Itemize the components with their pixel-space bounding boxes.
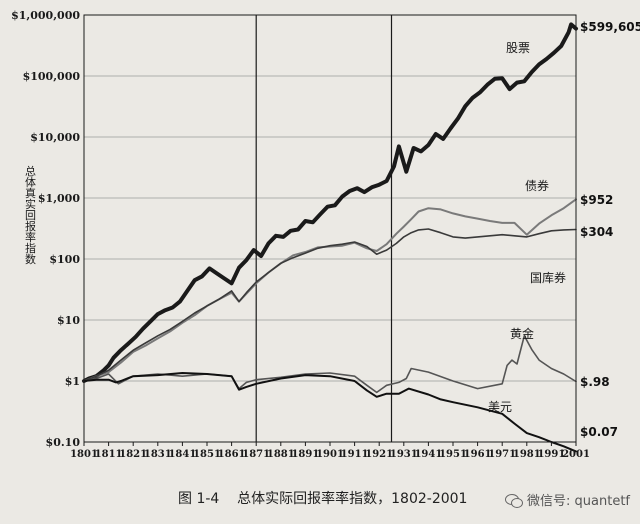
series-line-债券: [83, 198, 577, 382]
series-end-value: $.98: [580, 375, 610, 389]
series-name-label: 股票: [506, 41, 530, 55]
x-tick-label: 1871: [242, 449, 270, 460]
series-end-value: $599,605: [580, 20, 640, 34]
x-tick-label: 1831: [144, 449, 172, 460]
y-axis-label: 总体真实回报率指数: [24, 164, 37, 265]
x-tick-label: 1971: [488, 449, 516, 460]
y-tick-label: $10: [57, 314, 80, 327]
x-tick-label: 1931: [390, 449, 418, 460]
series-line-美元: [83, 372, 577, 453]
y-tick-label: $1,000: [38, 192, 80, 205]
y-tick-label: $100,000: [23, 70, 81, 83]
x-tick-label: 1921: [365, 449, 393, 460]
x-tick-label: 1851: [193, 449, 221, 460]
series-name-label: 美元: [488, 400, 512, 414]
series-line-股票: [82, 22, 578, 383]
x-tick-label: 1911: [341, 449, 369, 460]
x-tick-label: 1811: [95, 449, 123, 460]
y-tick-label: $100: [49, 253, 80, 266]
series-name-label: 国库券: [530, 270, 566, 285]
series-line-国库券: [83, 228, 577, 382]
series-end-value: $304: [580, 225, 613, 239]
x-tick-label: 1861: [218, 449, 246, 460]
x-tick-label: 1991: [537, 449, 565, 460]
x-tick-label: 1981: [513, 449, 541, 460]
wechat-icon: [505, 493, 524, 508]
wechat-watermark: 微信号: quantetf: [505, 490, 630, 509]
figure-title: 总体实际回报率率指数，1802-2001: [237, 491, 468, 507]
x-tick-label: 1821: [119, 449, 147, 460]
x-tick-label: 2001: [562, 449, 590, 460]
era-divider-lines: [255, 15, 393, 442]
y-tick-label: $0.10: [46, 436, 81, 449]
x-tick-label: 1941: [414, 449, 442, 460]
x-tick-label: 1881: [267, 449, 295, 460]
series-end-value: $0.07: [580, 425, 618, 439]
series-name-label: 黄金: [510, 326, 534, 341]
x-tick-label: 1901: [316, 449, 344, 460]
series-end-value: $952: [580, 193, 613, 207]
y-tick-label: $1: [65, 375, 80, 388]
y-tick-label: $1,000,000: [11, 9, 80, 22]
grid-lines: [84, 75, 576, 443]
x-tick-label: 1951: [439, 449, 467, 460]
x-tick-label: 1961: [464, 449, 492, 460]
x-tick-label: 1801: [70, 449, 98, 460]
figure-number: 图 1-4: [178, 491, 220, 507]
series-line-黄金: [83, 335, 577, 394]
series-name-label: 债券: [525, 178, 549, 193]
x-tick-label: 1891: [291, 449, 319, 460]
series-lines: [82, 22, 578, 453]
figure-caption: 图 1-4 总体实际回报率率指数，1802-2001: [178, 488, 467, 508]
y-tick-label: $10,000: [30, 131, 80, 144]
axes: $0.10 $1 $10 $100 $1,000 $10,000 $100,000 $1,00…: [11, 9, 590, 460]
x-tick-label: 1841: [168, 449, 196, 460]
wechat-id: 微信号: quantetf: [527, 494, 630, 509]
